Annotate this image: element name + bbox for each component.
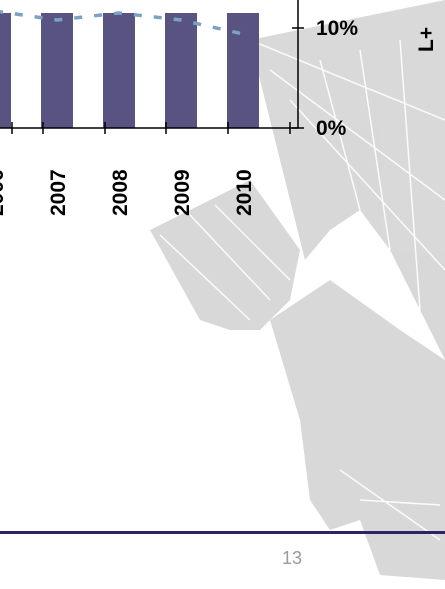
x-tick-label-2010: 2010 [233, 169, 256, 216]
bar-2008 [103, 13, 135, 128]
bar-2009 [165, 13, 197, 128]
x-tick-label-2007: 2007 [47, 169, 70, 216]
footer-rule [0, 531, 445, 534]
x-tick-label-2006: 2006 [0, 169, 8, 216]
y-axis-label: L+ [415, 27, 438, 52]
y-tick-label: 10% [316, 17, 358, 40]
bar-2007 [41, 13, 73, 128]
x-tick-label-2009: 2009 [171, 169, 194, 216]
x-tick-label-2008: 2008 [109, 169, 132, 216]
page-number: 13 [282, 548, 303, 568]
bar-2010 [227, 13, 259, 128]
bar-2006 [0, 13, 11, 128]
y-tick-label: 0% [316, 117, 347, 140]
